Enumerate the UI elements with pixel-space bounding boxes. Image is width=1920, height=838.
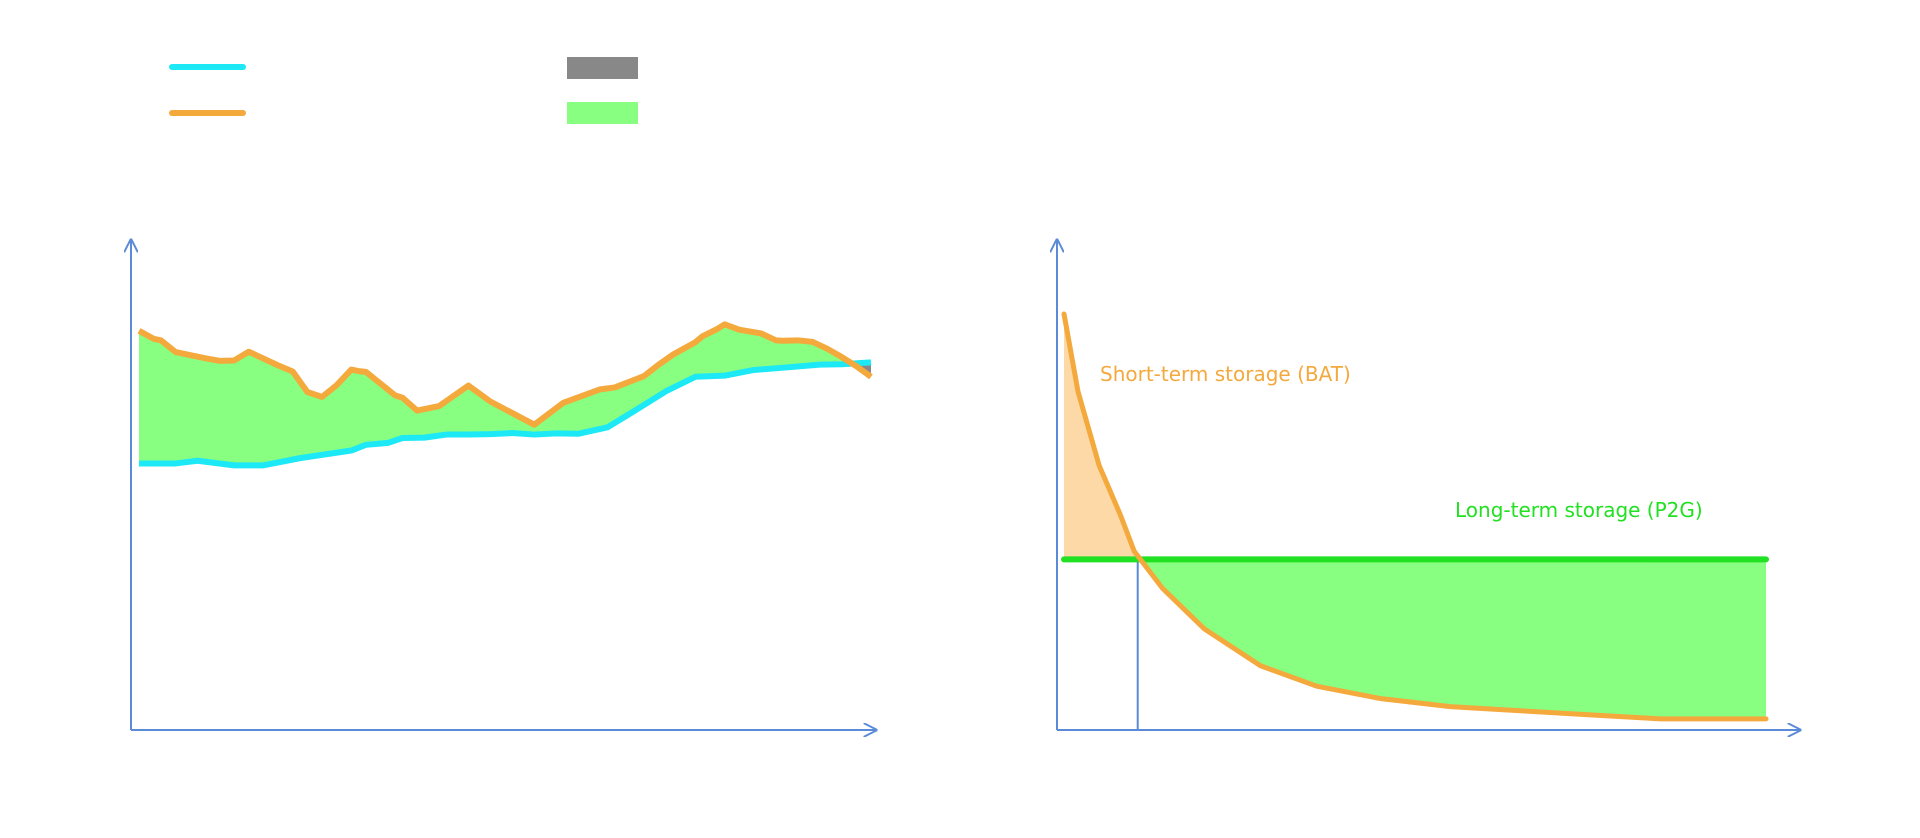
p2g-region-label: P2G xyxy=(473,441,513,465)
storage-duration-diagram: Short-term storage (BAT) Long-term stora… xyxy=(1057,240,1800,730)
legend-surplus-swatch xyxy=(567,102,638,124)
surplus-area-1 xyxy=(139,324,857,466)
legend-deficit-swatch xyxy=(567,57,638,79)
short-term-storage-area xyxy=(1064,314,1138,560)
legend xyxy=(169,57,638,124)
long-term-storage-area xyxy=(1137,559,1766,719)
supply-line xyxy=(137,321,873,428)
supply-demand-diagram: P2G xyxy=(131,240,876,730)
short-term-storage-label: Short-term storage (BAT) xyxy=(1100,362,1351,386)
long-term-storage-label: Long-term storage (P2G) xyxy=(1455,498,1703,522)
decay-curve xyxy=(1061,311,1769,722)
demand-line xyxy=(139,359,872,469)
